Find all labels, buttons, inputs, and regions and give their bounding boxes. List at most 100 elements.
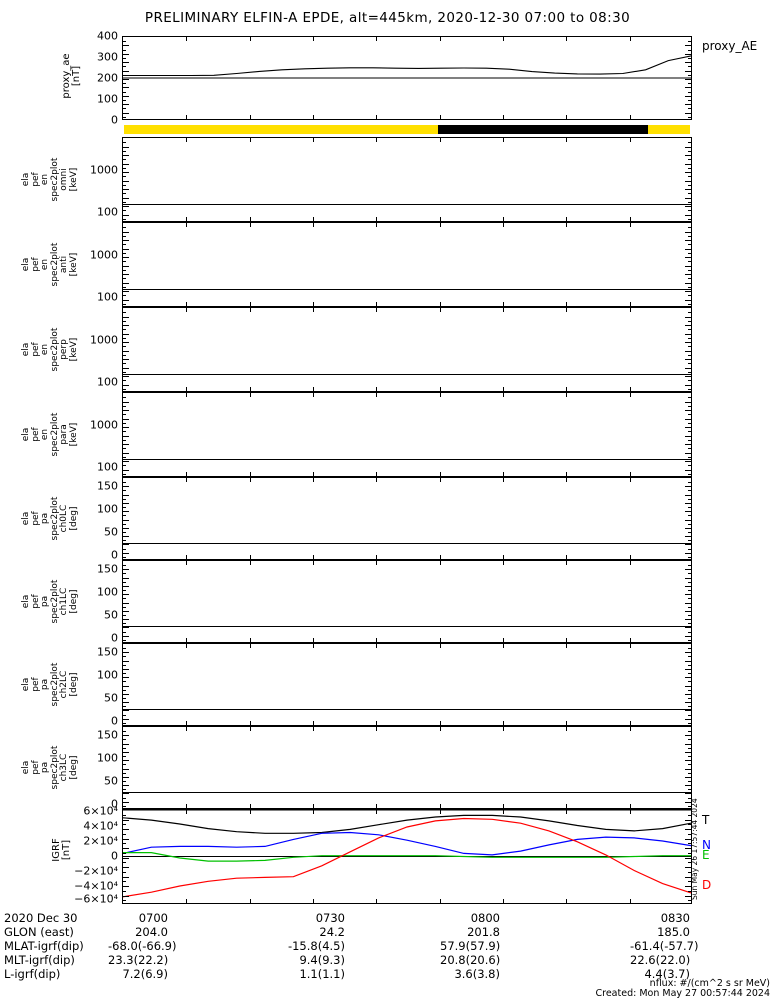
axis-tick (630, 638, 631, 642)
axis-tick (688, 690, 691, 691)
axis-tick (123, 652, 129, 653)
axis-tick (503, 721, 504, 725)
axis-tick (123, 495, 129, 496)
axis-tick (123, 744, 129, 745)
axis-tick (123, 829, 129, 830)
axis-tick (123, 507, 126, 508)
axis-tick (503, 561, 504, 565)
axis-tick (685, 206, 691, 207)
axis-tick (123, 739, 126, 740)
axis-tick (123, 300, 129, 301)
axis-label-line: pef (30, 760, 41, 775)
axis-tick (688, 329, 691, 330)
axis-tick (123, 244, 126, 245)
axis-tick (685, 351, 691, 352)
axis-label-line: pa (40, 761, 50, 774)
axis-tick (313, 899, 314, 903)
axis-tick (123, 287, 126, 288)
axis-tick (440, 472, 441, 476)
axis-tick (186, 115, 187, 119)
axis-tick (123, 58, 126, 59)
axis-tick (123, 100, 126, 101)
axis-label-line: ch1LC (59, 587, 69, 616)
axis-tick (123, 715, 126, 716)
axis-label-line: ela (21, 594, 31, 609)
ytick: 100 (97, 751, 118, 765)
axis-tick (186, 561, 187, 565)
proxy-ae-axis-label: proxy_ae [nT] (61, 34, 82, 118)
axis-tick (313, 555, 314, 559)
axis-tick (123, 723, 126, 724)
axis-tick (123, 524, 126, 525)
axis-tick (685, 164, 691, 165)
axis-tick (688, 440, 691, 441)
ephemeris-row-label: MLAT-igrf(dip) (4, 939, 84, 953)
axis-label-line: en (40, 428, 50, 441)
axis-tick (250, 217, 251, 221)
axis-label-line: omni (59, 168, 69, 191)
ephemeris-cell: 23.3(22.2) (108, 953, 169, 967)
axis-tick (440, 393, 441, 397)
axis-tick (440, 721, 441, 725)
axis-tick (186, 478, 187, 482)
axis-tick (685, 661, 691, 662)
panel-igrf (122, 809, 692, 904)
panel-proxy-ae (122, 36, 692, 120)
axis-tick (123, 669, 129, 670)
axis-label-line: pef (30, 427, 41, 442)
pa-ch3lc-axis-label: ela pef pa spec2plot ch3LC [deg] (21, 726, 79, 809)
axis-tick (250, 393, 251, 397)
axis-tick (688, 151, 691, 152)
axis-tick (503, 393, 504, 397)
axis-tick (685, 677, 691, 678)
axis-tick (685, 544, 691, 545)
ytick: 50 (104, 608, 118, 622)
axis-tick (685, 802, 691, 803)
axis-tick (685, 453, 691, 454)
axis-tick (123, 410, 129, 411)
ephemeris-cell: -15.8(4.5) (287, 939, 345, 953)
axis-tick (688, 108, 691, 109)
axis-tick (630, 478, 631, 482)
axis-tick (250, 561, 251, 565)
axis-tick (688, 557, 691, 558)
axis-tick (186, 804, 187, 808)
panel-en-perp (122, 307, 692, 392)
axis-tick (440, 115, 441, 119)
axis-tick (503, 308, 504, 312)
axis-tick (123, 172, 129, 173)
axis-tick (688, 278, 691, 279)
axis-tick (123, 240, 129, 241)
axis-tick (685, 867, 691, 868)
axis-tick (123, 406, 126, 407)
axis-tick (123, 748, 126, 749)
en-anti-yticks: 1000 100 (0, 222, 118, 307)
axis-label-line: en (40, 173, 50, 186)
axis-tick (685, 652, 691, 653)
pa-ch3lc-yticks: 150 100 50 0 (0, 726, 118, 811)
axis-tick (123, 515, 126, 516)
axis-tick (688, 244, 691, 245)
axis-tick (123, 304, 126, 305)
ytick: 6×10⁴ (83, 804, 118, 818)
ephemeris-row-label: GLON (east) (4, 925, 74, 939)
axis-tick (566, 804, 567, 808)
axis-tick (440, 302, 441, 306)
igrf-legend-t: T (702, 813, 710, 827)
axis-tick (688, 253, 691, 254)
axis-tick (566, 561, 567, 565)
axis-tick (123, 511, 129, 512)
axis-tick (123, 355, 126, 356)
axis-tick (685, 198, 691, 199)
axis-label-line: spec2plot (49, 496, 60, 541)
axis-label-line: pef (30, 677, 41, 692)
axis-tick (503, 727, 504, 731)
axis-tick (123, 219, 126, 220)
axis-tick (688, 715, 691, 716)
axis-tick (685, 249, 691, 250)
axis-tick (688, 862, 691, 863)
axis-tick (685, 368, 691, 369)
axis-label-line: anti (59, 255, 69, 274)
axis-tick (685, 317, 691, 318)
page-title: PRELIMINARY ELFIN-A EPDE, alt=445km, 202… (144, 10, 631, 26)
